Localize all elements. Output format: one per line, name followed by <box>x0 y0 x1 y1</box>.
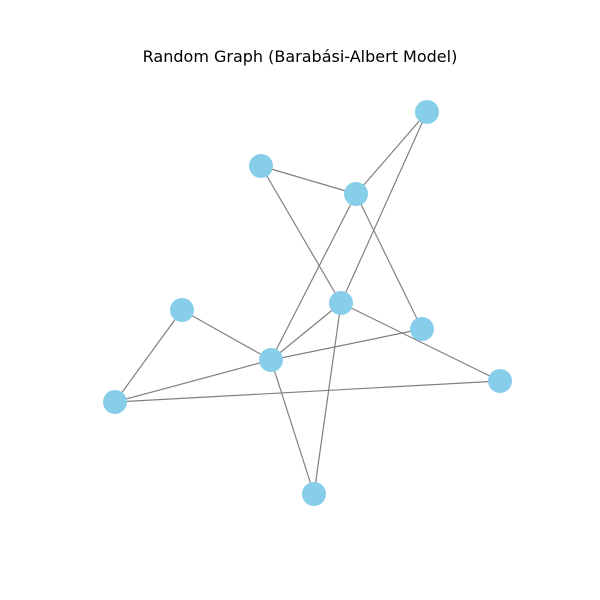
node-layer <box>103 100 512 506</box>
edge-n0-n3 <box>355 111 428 195</box>
edge-n5-n7 <box>270 328 423 361</box>
edge-layer <box>114 111 501 495</box>
edge-n4-n8 <box>114 380 501 403</box>
edge-n1-n3 <box>260 165 357 195</box>
node-n8 <box>488 369 512 393</box>
node-n6 <box>329 291 353 315</box>
edge-n3-n7 <box>270 193 357 361</box>
edge-n7-n9 <box>270 359 315 495</box>
node-n0 <box>415 100 439 124</box>
edge-n6-n8 <box>340 302 501 382</box>
edge-n3-n5 <box>355 193 423 330</box>
node-n1 <box>249 154 273 178</box>
edge-n6-n7 <box>270 302 342 361</box>
edge-n4-n7 <box>114 359 272 403</box>
node-n7 <box>259 348 283 372</box>
edge-n0-n6 <box>340 111 428 304</box>
edge-n2-n4 <box>114 309 183 403</box>
node-n9 <box>302 482 326 506</box>
edge-n1-n6 <box>260 165 342 304</box>
edge-n2-n7 <box>181 309 272 361</box>
node-n3 <box>344 182 368 206</box>
node-n4 <box>103 390 127 414</box>
node-n2 <box>170 298 194 322</box>
node-n5 <box>410 317 434 341</box>
chart-title: Random Graph (Barabási-Albert Model) <box>142 47 458 66</box>
edge-n6-n9 <box>313 302 342 495</box>
